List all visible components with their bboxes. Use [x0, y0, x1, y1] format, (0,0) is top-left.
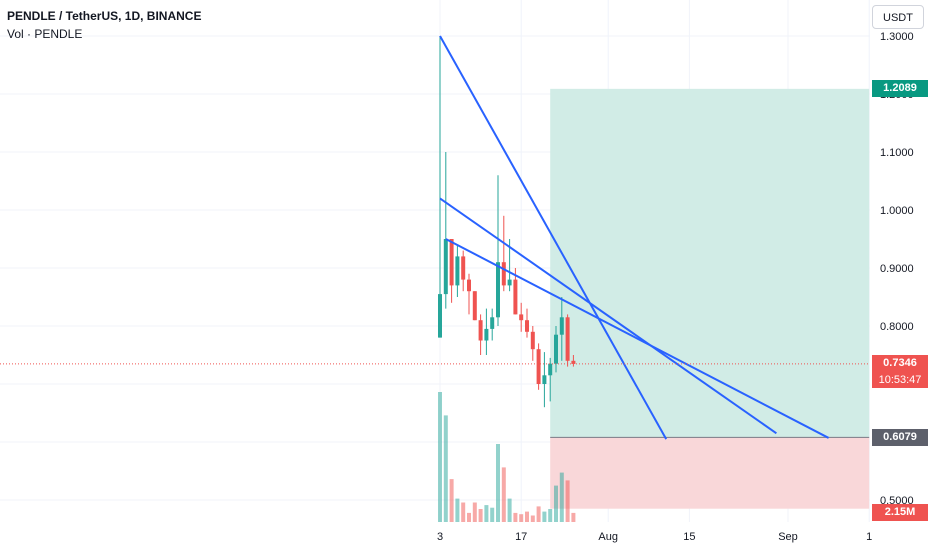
volume-bar	[565, 480, 570, 522]
volume-bar	[519, 514, 524, 522]
profit-zone	[550, 88, 870, 438]
symbol-title[interactable]: PENDLE / TetherUS, 1D, BINANCE	[7, 9, 202, 23]
volume-bars	[438, 392, 576, 522]
candle-body	[571, 360, 576, 364]
price-tick-label: 0.9000	[880, 263, 914, 275]
volume-bar	[559, 472, 564, 522]
candle-body	[478, 320, 483, 341]
volume-bar	[571, 512, 576, 522]
currency-button[interactable]: USDT	[872, 5, 924, 29]
candle-body	[438, 294, 442, 338]
volume-bar	[443, 415, 448, 522]
price-tick-label: 1.3000	[880, 31, 914, 43]
volume-bar	[525, 511, 529, 522]
volume-bar	[455, 498, 460, 522]
candle-body	[559, 317, 564, 335]
volume-bar	[530, 515, 535, 522]
time-tick-label: Aug	[598, 531, 618, 543]
candle-body	[461, 256, 466, 280]
candle-body	[554, 334, 558, 364]
candle-body	[548, 363, 553, 376]
entry-price-badge: 0.6079	[872, 428, 928, 446]
volume-bar	[438, 392, 442, 522]
trendline-3[interactable]	[445, 238, 830, 439]
current-price-badge: 0.7346	[872, 355, 928, 373]
candle-body	[484, 328, 489, 341]
time-tick-label: 15	[683, 531, 695, 543]
candle-body	[449, 239, 454, 286]
candle-body	[501, 262, 506, 286]
time-tick-label: Sep	[778, 531, 798, 543]
volume-bar	[554, 485, 558, 522]
candle-body	[490, 317, 495, 329]
candle-body	[443, 239, 448, 295]
candle-body	[525, 320, 529, 332]
time-tick-label: 1	[866, 531, 872, 543]
trendlines[interactable]	[439, 35, 830, 440]
volume-bar	[467, 512, 471, 522]
loss-zone	[550, 437, 870, 509]
candle-body	[542, 375, 547, 384]
candlesticks	[438, 36, 576, 408]
time-tick-label: 3	[437, 531, 443, 543]
volume-bar	[536, 506, 541, 522]
candle-body	[472, 291, 477, 321]
price-tick-label: 1.1000	[880, 147, 914, 159]
volume-bar	[472, 502, 477, 522]
candle-body	[513, 279, 518, 315]
volume-bar	[484, 505, 489, 522]
volume-legend: Vol · PENDLE	[7, 27, 83, 41]
candle-body	[467, 279, 471, 292]
trendline-1[interactable]	[439, 35, 668, 440]
target-price-badge: 1.2089	[872, 80, 928, 98]
volume-bar	[496, 444, 500, 522]
candle-body	[565, 317, 570, 361]
price-tick-label: 0.8000	[880, 321, 914, 333]
volume-bar	[513, 512, 518, 522]
time-axis[interactable]: 3 17 Aug 15 Sep 1	[437, 531, 872, 543]
candle-countdown: 10:53:47	[872, 371, 928, 388]
time-tick-label: 17	[515, 531, 527, 543]
position-zones	[550, 88, 870, 509]
candle-body	[536, 349, 541, 384]
volume-bar	[490, 507, 495, 522]
candle-body	[530, 331, 535, 350]
volume-bar	[542, 511, 547, 522]
candle-body	[496, 262, 500, 318]
volume-bar	[501, 467, 506, 522]
volume-bar	[478, 509, 483, 522]
candle-body	[507, 279, 512, 286]
candle-body	[519, 314, 524, 321]
volume-badge: 2.15M	[872, 504, 928, 521]
volume-bar	[548, 509, 553, 522]
trendline-2[interactable]	[439, 197, 777, 435]
volume-bar	[507, 498, 512, 522]
volume-bar	[449, 479, 454, 522]
volume-bar	[461, 502, 466, 522]
price-tick-label: 1.0000	[880, 205, 914, 217]
candle-body	[455, 256, 460, 286]
